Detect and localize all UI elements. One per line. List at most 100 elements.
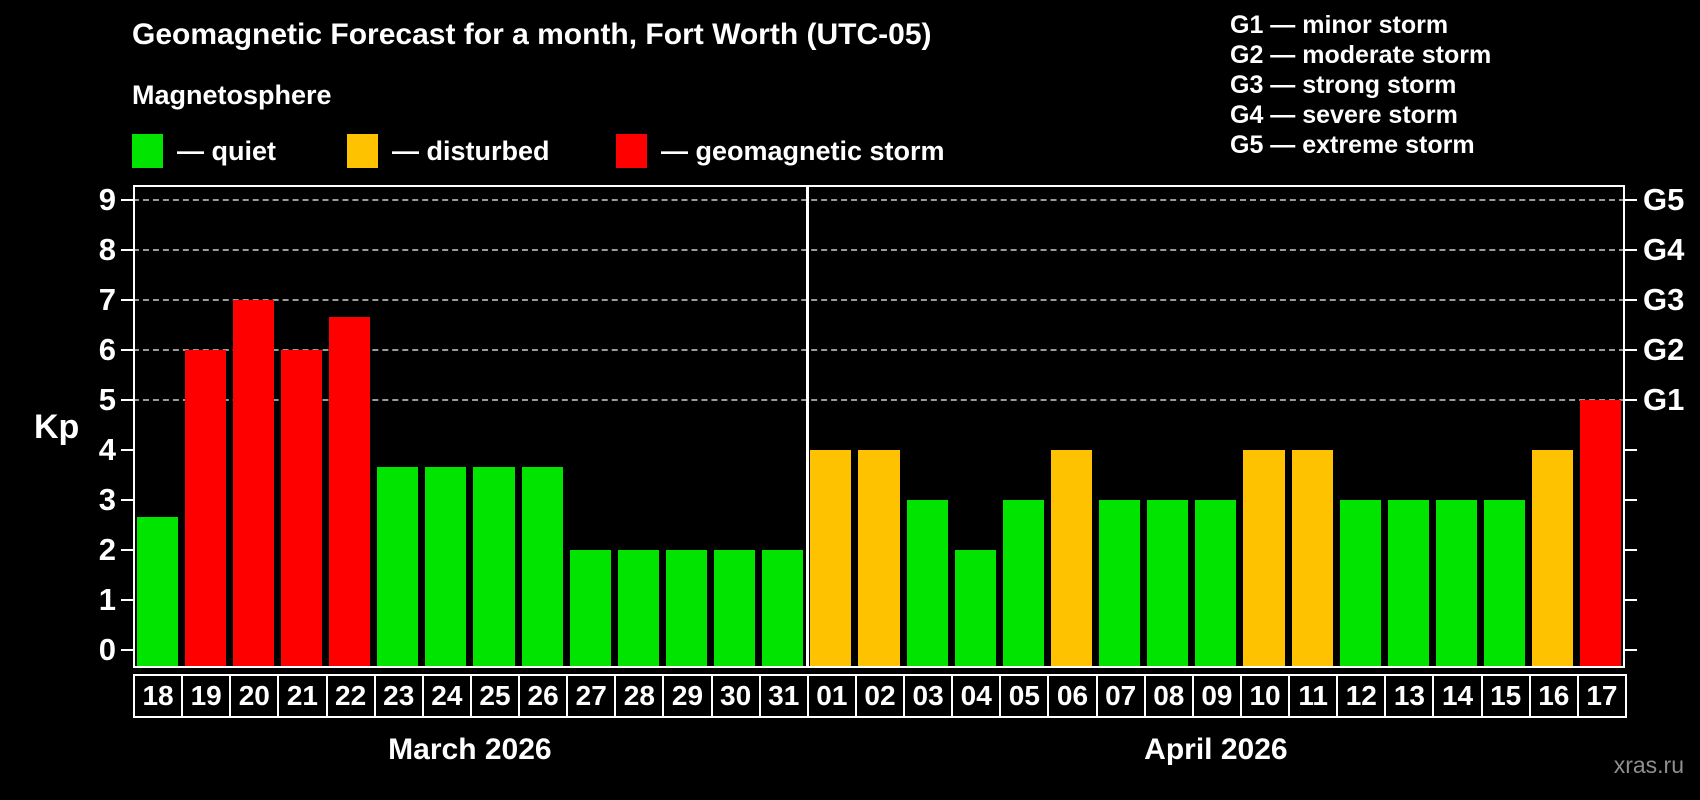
day-label-07: 07 xyxy=(1095,674,1146,718)
g-legend-line-3: G3 — strong storm xyxy=(1230,71,1457,99)
month-label-march: March 2026 xyxy=(388,733,552,766)
kp-bar-april-05 xyxy=(1002,500,1044,666)
y-tick-left-9 xyxy=(121,199,133,201)
kp-bar-march-30 xyxy=(714,550,756,666)
g-scale-legend: G1 — minor storm G2 — moderate storm G3 — … xyxy=(1230,10,1491,160)
g-legend-line-1: G1 — minor storm xyxy=(1230,11,1449,39)
kp-bar-march-22 xyxy=(329,316,371,666)
g-legend-line-2: G2 — moderate storm xyxy=(1230,41,1492,69)
y-tick-right-9 xyxy=(1625,199,1637,201)
kp-bar-march-31 xyxy=(762,550,804,666)
kp-bar-april-01 xyxy=(810,450,852,666)
y-tick-label-5: 5 xyxy=(98,382,116,417)
y-tick-left-4 xyxy=(121,449,133,451)
day-label-26: 26 xyxy=(518,674,569,718)
chart-title: Geomagnetic Forecast for a month, Fort W… xyxy=(132,18,932,51)
disturbed-color-swatch xyxy=(347,134,378,168)
g-level-label-g1: G1 xyxy=(1643,382,1685,417)
y-tick-right-1 xyxy=(1625,599,1637,601)
month-label-april: April 2026 xyxy=(1144,733,1288,766)
g-level-label-g3: G3 xyxy=(1643,282,1685,317)
kp-bar-april-04 xyxy=(954,550,996,666)
kp-bar-april-16 xyxy=(1532,450,1574,666)
storm-color-swatch xyxy=(616,134,647,168)
kp-bar-april-10 xyxy=(1243,450,1285,666)
y-tick-label-1: 1 xyxy=(98,582,116,617)
legend-label-disturbed: — disturbed xyxy=(392,135,550,166)
kp-bar-march-28 xyxy=(617,550,659,666)
gridline-kp9 xyxy=(133,199,1625,201)
y-tick-left-6 xyxy=(121,349,133,351)
g-level-label-g2: G2 xyxy=(1643,332,1685,367)
kp-bar-march-27 xyxy=(569,550,611,666)
g-level-label-g5: G5 xyxy=(1643,182,1685,217)
y-tick-left-7 xyxy=(121,299,133,301)
legend-label-quiet: — quiet xyxy=(177,135,276,166)
day-label-20: 20 xyxy=(229,674,280,718)
kp-bar-april-02 xyxy=(858,450,900,666)
y-tick-label-7: 7 xyxy=(98,282,116,317)
kp-bar-april-17 xyxy=(1580,400,1622,666)
gridline-kp8 xyxy=(133,249,1625,251)
kp-bar-march-24 xyxy=(425,466,467,666)
y-tick-label-0: 0 xyxy=(98,632,116,667)
gridline-kp7 xyxy=(133,299,1625,301)
y-tick-right-8 xyxy=(1625,249,1637,251)
y-tick-label-9: 9 xyxy=(98,182,116,217)
day-label-16: 16 xyxy=(1528,674,1579,718)
kp-bar-march-19 xyxy=(184,350,226,666)
plot-border xyxy=(133,185,1625,668)
kp-bar-april-09 xyxy=(1195,500,1237,666)
y-tick-left-8 xyxy=(121,249,133,251)
gridline-kp6 xyxy=(133,349,1625,351)
g-legend-line-5: G5 — extreme storm xyxy=(1230,131,1475,159)
gridline-kp5 xyxy=(133,399,1625,401)
y-tick-right-2 xyxy=(1625,549,1637,551)
day-label-01: 01 xyxy=(806,674,857,718)
day-label-31: 31 xyxy=(758,674,809,718)
legend-item-disturbed: — disturbed xyxy=(347,133,550,169)
day-label-30: 30 xyxy=(710,674,761,718)
watermark: xras.ru xyxy=(1613,752,1684,778)
y-axis-label: Kp xyxy=(34,408,80,446)
month-divider xyxy=(805,185,809,668)
kp-bar-april-03 xyxy=(906,500,948,666)
kp-bar-april-14 xyxy=(1435,500,1478,666)
y-tick-left-5 xyxy=(121,399,133,401)
y-tick-label-8: 8 xyxy=(98,232,116,267)
day-label-14: 14 xyxy=(1432,674,1483,718)
y-tick-left-2 xyxy=(121,549,133,551)
day-label-18: 18 xyxy=(133,674,184,718)
y-tick-label-4: 4 xyxy=(98,432,116,467)
kp-bar-april-12 xyxy=(1339,500,1381,666)
day-label-19: 19 xyxy=(181,674,232,718)
day-label-23: 23 xyxy=(373,674,424,718)
day-label-05: 05 xyxy=(999,674,1050,718)
day-label-28: 28 xyxy=(614,674,665,718)
kp-bar-march-23 xyxy=(377,466,419,666)
day-label-04: 04 xyxy=(951,674,1002,718)
day-label-25: 25 xyxy=(469,674,521,718)
day-label-02: 02 xyxy=(854,674,906,718)
kp-bar-april-06 xyxy=(1050,450,1093,666)
y-tick-left-0 xyxy=(121,649,133,651)
y-tick-label-3: 3 xyxy=(98,482,116,517)
y-tick-right-4 xyxy=(1625,449,1637,451)
legend-item-quiet: — quiet xyxy=(132,133,276,169)
day-label-03: 03 xyxy=(903,674,954,718)
kp-bar-march-21 xyxy=(280,350,322,666)
day-label-15: 15 xyxy=(1480,674,1531,718)
day-label-27: 27 xyxy=(566,674,617,718)
y-tick-right-7 xyxy=(1625,299,1637,301)
day-label-13: 13 xyxy=(1384,674,1435,718)
day-label-08: 08 xyxy=(1143,674,1194,718)
kp-bar-march-20 xyxy=(232,300,274,666)
day-label-21: 21 xyxy=(277,674,328,718)
kp-bar-march-29 xyxy=(665,550,708,666)
y-tick-right-5 xyxy=(1625,399,1637,401)
day-label-06: 06 xyxy=(1047,674,1098,718)
y-tick-right-0 xyxy=(1625,649,1637,651)
day-label-12: 12 xyxy=(1336,674,1387,718)
y-tick-left-1 xyxy=(121,599,133,601)
